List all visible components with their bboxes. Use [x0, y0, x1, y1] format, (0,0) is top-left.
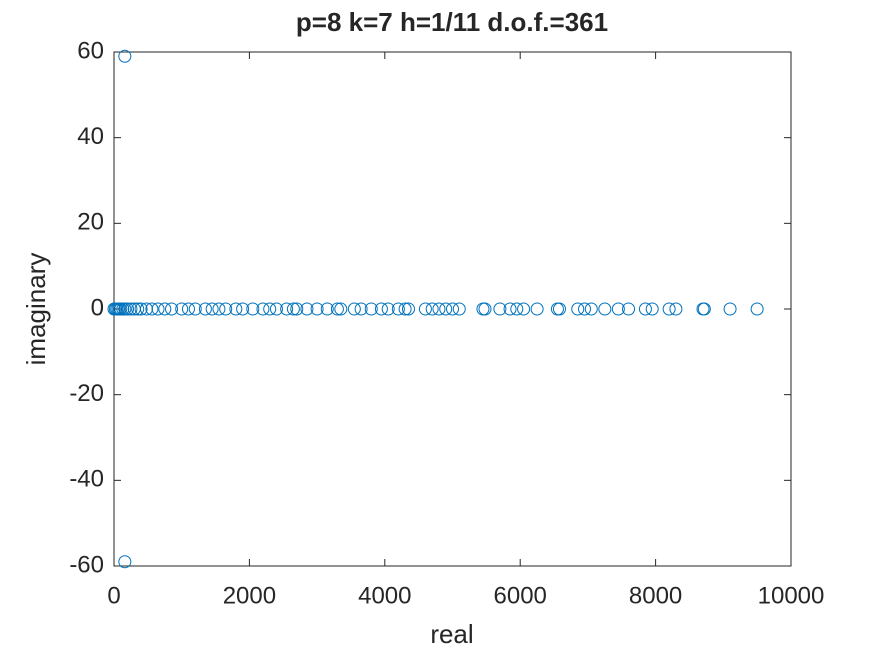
point: [181, 302, 195, 316]
point: [198, 302, 212, 316]
point: [151, 302, 165, 316]
point: [310, 302, 324, 316]
y-tick-label: -20: [69, 380, 104, 407]
point: [750, 302, 764, 316]
chart-title: p=8 k=7 h=1/11 d.o.f.=361: [296, 7, 608, 37]
point: [334, 302, 348, 316]
x-tick-label: 2000: [223, 582, 276, 609]
point: [145, 302, 159, 316]
point: [622, 302, 636, 316]
point: [446, 302, 459, 316]
point: [131, 302, 145, 316]
y-tick-label: 40: [77, 123, 104, 150]
x-tick-label: 8000: [629, 582, 682, 609]
point: [229, 302, 243, 316]
point: [391, 302, 405, 316]
point: [723, 302, 737, 316]
point: [662, 302, 676, 316]
point: [669, 302, 683, 316]
y-tick-label: -40: [69, 466, 104, 493]
x-tick-label: 10000: [758, 582, 825, 609]
point: [118, 302, 132, 316]
x-axis-label: real: [430, 619, 473, 649]
point: [578, 302, 592, 316]
point: [401, 302, 415, 316]
point: [493, 302, 507, 316]
plot-frame: [113, 51, 792, 567]
point: [134, 302, 148, 316]
point: [571, 302, 585, 316]
point: [418, 302, 432, 316]
point: [256, 302, 270, 316]
point: [503, 302, 517, 316]
point: [118, 49, 132, 63]
point: [236, 302, 250, 316]
point: [478, 302, 492, 316]
point: [118, 555, 132, 569]
point: [263, 302, 277, 316]
point: [584, 302, 598, 316]
point: [269, 302, 283, 316]
point: [205, 302, 219, 316]
y-tick-label: 0: [91, 294, 104, 321]
y-tick-label: 20: [77, 209, 104, 236]
point: [381, 302, 395, 316]
point: [320, 302, 334, 316]
point: [175, 302, 189, 316]
point: [452, 302, 466, 316]
point: [598, 302, 612, 316]
point: [246, 302, 260, 316]
point: [432, 302, 446, 316]
point: [158, 302, 172, 316]
point: [398, 302, 412, 316]
point: [611, 302, 625, 316]
y-tick-label: 60: [77, 37, 104, 64]
point: [286, 302, 300, 316]
y-tick-label: -60: [69, 551, 104, 578]
point: [121, 302, 135, 316]
point: [165, 302, 179, 316]
x-tick-label: 0: [107, 582, 120, 609]
point: [439, 302, 453, 316]
y-axis-label: imaginary: [21, 253, 51, 366]
point: [212, 302, 226, 316]
point: [330, 302, 344, 316]
point: [638, 302, 652, 316]
point: [517, 302, 531, 316]
point: [300, 302, 314, 316]
point: [139, 302, 153, 316]
point: [552, 302, 566, 316]
point: [374, 302, 388, 316]
x-tick-label: 6000: [494, 582, 547, 609]
point: [530, 302, 544, 316]
point: [124, 302, 138, 316]
point: [697, 302, 711, 316]
point: [364, 302, 378, 316]
point: [188, 302, 202, 316]
point: [127, 302, 141, 316]
point: [510, 302, 524, 316]
point: [219, 302, 233, 316]
point: [280, 302, 294, 316]
point: [290, 302, 304, 316]
point: [354, 302, 368, 316]
point: [645, 302, 659, 316]
point: [425, 302, 439, 316]
point: [347, 302, 361, 316]
x-tick-label: 4000: [358, 582, 411, 609]
